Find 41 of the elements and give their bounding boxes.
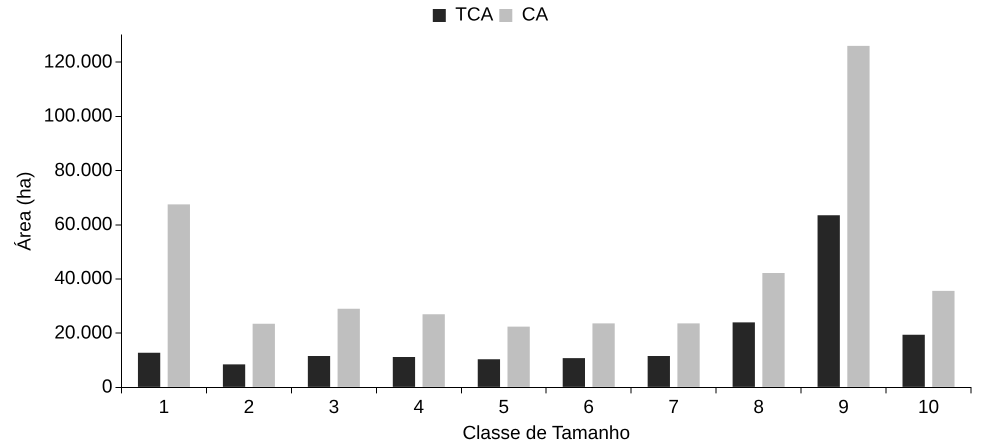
bar (762, 273, 785, 387)
bar (478, 359, 500, 387)
x-tick-label: 1 (158, 397, 170, 418)
bar (732, 322, 755, 387)
y-tick-label: 40.000 (54, 268, 112, 290)
bar (168, 204, 190, 387)
x-tick-label: 3 (328, 397, 340, 418)
bar (308, 356, 330, 387)
bar (392, 357, 416, 387)
bar (138, 352, 160, 387)
x-tick-label: 6 (583, 397, 594, 418)
x-tick-label: 10 (918, 397, 940, 418)
y-tick-label: 120.000 (44, 51, 112, 72)
y-tick-label: 80.000 (54, 160, 112, 181)
bar (818, 215, 840, 387)
x-tick-label: 9 (838, 397, 849, 418)
y-tick-label: 100.000 (44, 106, 112, 127)
bar (932, 290, 955, 387)
y-axis-title: Área (ha) (14, 172, 36, 251)
x-axis-title: Classe de Tamanho (462, 422, 630, 444)
bar (562, 358, 585, 387)
bar (648, 356, 670, 387)
x-tick-label: 8 (753, 397, 764, 418)
y-tick-label: 0 (102, 376, 112, 398)
bar (902, 334, 925, 387)
legend-label: TCA (455, 4, 494, 26)
bar (222, 364, 246, 387)
bar (507, 326, 530, 387)
y-tick-label: 60.000 (54, 214, 112, 235)
bar (592, 323, 615, 387)
x-tick-label: 4 (414, 397, 425, 418)
legend-label: CA (522, 4, 549, 26)
y-tick-label: 20.000 (54, 322, 112, 344)
bar (252, 324, 275, 387)
x-tick-label: 2 (244, 397, 254, 418)
x-tick-label: 7 (668, 397, 679, 418)
x-tick-label: 5 (498, 397, 510, 418)
bar (338, 308, 360, 387)
bar (677, 323, 700, 387)
bar (422, 314, 445, 387)
bar (847, 46, 870, 387)
